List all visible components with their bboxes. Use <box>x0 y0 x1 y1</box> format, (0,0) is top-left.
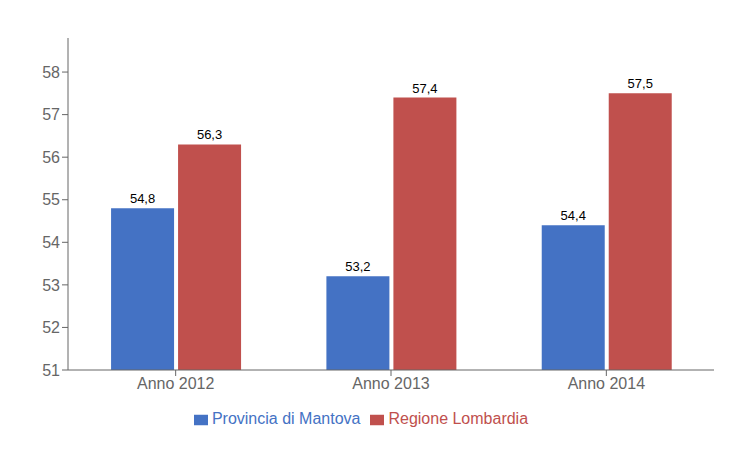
svg-text:56: 56 <box>42 149 60 166</box>
svg-text:53,2: 53,2 <box>345 259 370 274</box>
svg-text:55: 55 <box>42 191 60 208</box>
svg-text:57: 57 <box>42 106 60 123</box>
html-text:Provincia di Mantova: Provincia di Mantova <box>211 410 361 427</box>
svg-text:51: 51 <box>42 362 60 379</box>
svg-text:52: 52 <box>42 319 60 336</box>
html-text:Regione Lombardia: Regione Lombardia <box>388 410 529 427</box>
svg-text:54: 54 <box>42 234 60 251</box>
svg-text:54,8: 54,8 <box>130 191 155 206</box>
svg-text:58: 58 <box>42 64 60 81</box>
svg-text:56,3: 56,3 <box>197 127 222 142</box>
svg-text:57,4: 57,4 <box>412 81 437 96</box>
svg-text:57,5: 57,5 <box>628 76 653 91</box>
svg-text:Anno 2013: Anno 2013 <box>352 375 430 392</box>
svg-text:Anno 2014: Anno 2014 <box>568 375 646 392</box>
svg-text:53: 53 <box>42 277 60 294</box>
svg-text:Anno 2012: Anno 2012 <box>137 375 215 392</box>
svg-text:54,4: 54,4 <box>561 208 586 223</box>
